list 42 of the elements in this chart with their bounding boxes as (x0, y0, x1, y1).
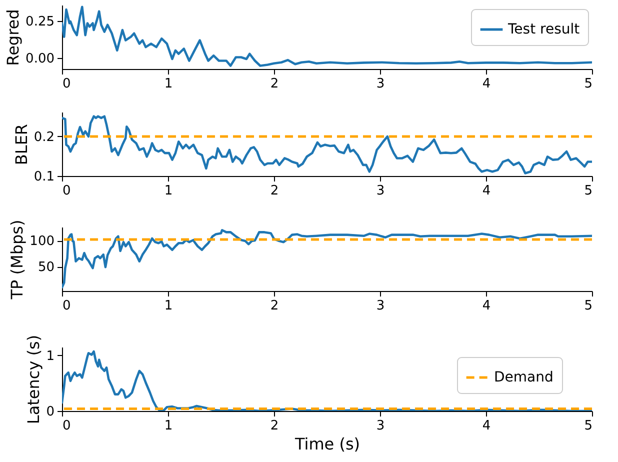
x-tick-label: 2 (270, 298, 279, 314)
x-tick-label: 0 (62, 418, 71, 434)
line-series (62, 6, 592, 67)
x-tick-label: 3 (376, 418, 385, 434)
y-axis-title: BLER (12, 124, 31, 166)
legend-label: Demand (494, 370, 554, 386)
x-tick-label: 3 (376, 184, 385, 198)
x-tick-label: 3 (376, 76, 385, 92)
x-tick-label: 0 (62, 184, 71, 198)
x-tick-label: 5 (584, 298, 592, 314)
y-tick-label: 0.1 (34, 170, 54, 184)
y-tick-label: 0.2 (34, 130, 54, 145)
x-axis-title: Time (s) (294, 434, 360, 454)
x-tick-label: 5 (584, 76, 592, 92)
y-axis-title: TP (Mbps) (8, 220, 27, 300)
y-tick-label: 0.25 (26, 14, 54, 30)
y-tick-label: 50 (38, 260, 54, 276)
line-series (62, 115, 592, 174)
x-tick-label: 5 (584, 418, 592, 434)
x-tick-label: 0 (62, 76, 71, 92)
y-tick-label: 0 (46, 404, 54, 420)
x-tick-label: 5 (584, 184, 592, 198)
x-tick-label: 4 (482, 298, 491, 314)
x-tick-label: 1 (164, 76, 173, 92)
legend-label: Test result (507, 22, 580, 38)
x-tick-label: 1 (164, 184, 173, 198)
x-tick-label: 3 (376, 298, 385, 314)
x-tick-label: 4 (482, 184, 491, 198)
y-axis-title: Regred (4, 9, 23, 66)
y-tick-label: 100 (30, 234, 54, 250)
x-tick-label: 2 (270, 184, 279, 198)
y-tick-label: 1 (46, 348, 54, 364)
x-tick-label: 4 (482, 418, 491, 434)
x-tick-label: 1 (164, 298, 173, 314)
x-tick-label: 4 (482, 76, 491, 92)
x-tick-label: 2 (270, 76, 279, 92)
x-tick-label: 2 (270, 418, 279, 434)
line-series (62, 228, 592, 289)
y-axis-title: Latency (s) (24, 334, 44, 424)
x-tick-label: 1 (164, 418, 173, 434)
y-tick-label: 0.00 (26, 51, 54, 66)
x-tick-label: 0 (62, 298, 71, 314)
